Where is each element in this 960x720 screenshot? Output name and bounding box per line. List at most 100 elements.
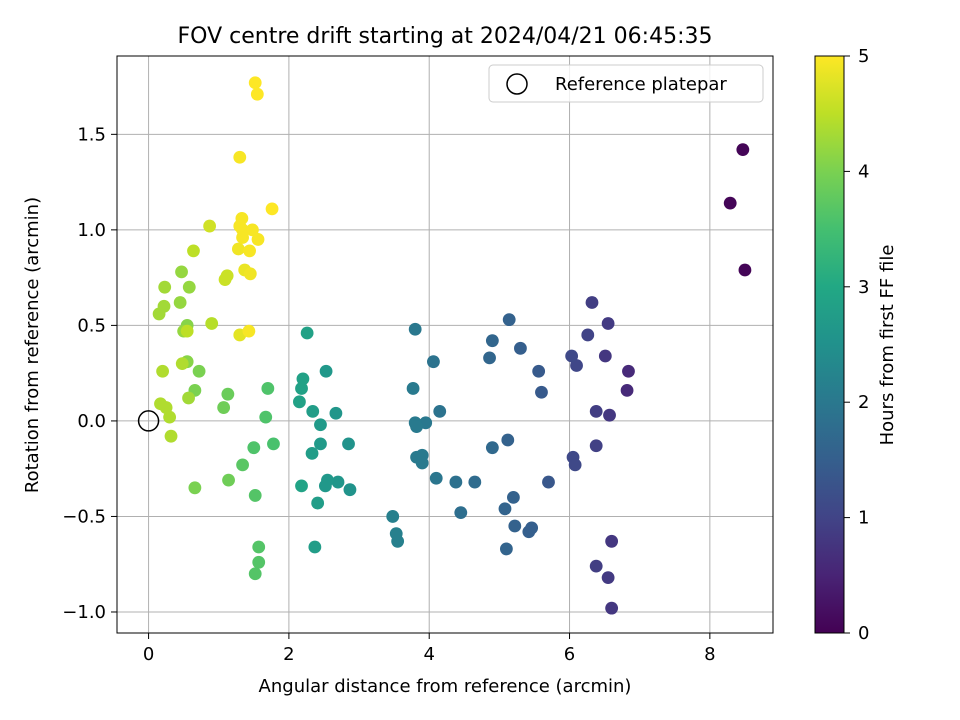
data-point — [485, 441, 499, 455]
x-axis-label: Angular distance from reference (arcmin) — [259, 676, 632, 697]
data-point — [243, 267, 257, 281]
legend-box — [488, 64, 764, 103]
data-point — [454, 506, 468, 520]
colorbar-label: Hours from first FF file — [877, 245, 898, 446]
y-tick-label: 0.0 — [77, 411, 106, 432]
colorbar-frame — [814, 55, 845, 634]
data-point — [314, 418, 327, 432]
data-point — [391, 534, 405, 548]
data-point — [156, 364, 170, 378]
data-point — [252, 540, 266, 554]
colorbar-gradient — [815, 56, 844, 633]
data-point — [182, 391, 195, 405]
y-tick-label: −1.0 — [62, 602, 106, 623]
data-point — [319, 364, 333, 378]
data-point — [192, 364, 206, 378]
data-point — [233, 150, 247, 164]
colorbar: 0 1 2 3 4 5 Hours from first FF file — [814, 46, 898, 644]
y-axis-ticks: −1.0 −0.5 0.0 0.5 1.0 1.5 — [62, 124, 117, 623]
data-point — [295, 479, 308, 493]
data-point — [498, 502, 512, 516]
y-tick-label: 0.5 — [77, 315, 106, 336]
colorbar-tick-label: 1 — [858, 508, 869, 529]
legend-label: Reference platepar — [555, 74, 727, 95]
data-point — [251, 233, 265, 246]
data-point — [188, 481, 202, 495]
data-point — [243, 244, 257, 258]
data-point — [570, 359, 583, 372]
data-point — [154, 397, 167, 411]
data-point — [235, 212, 249, 225]
data-point — [157, 299, 171, 313]
reference-marker — [137, 410, 160, 432]
data-point — [203, 219, 217, 233]
data-point — [605, 534, 619, 548]
data-point — [220, 269, 234, 283]
data-point — [295, 382, 308, 395]
data-point — [306, 404, 320, 418]
data-point — [565, 349, 579, 363]
data-point — [525, 521, 539, 535]
data-point — [248, 76, 262, 90]
data-point — [300, 326, 314, 340]
data-point — [483, 351, 496, 365]
data-point — [589, 439, 603, 453]
x-tick-label: 0 — [143, 644, 154, 665]
data-point — [173, 296, 187, 309]
data-point — [598, 349, 612, 363]
data-point — [603, 408, 616, 422]
data-point — [180, 324, 194, 338]
data-point — [250, 87, 264, 101]
data-point — [331, 475, 345, 489]
data-point — [507, 490, 520, 504]
data-point — [267, 437, 280, 451]
colorbar-tick-label: 4 — [858, 161, 869, 182]
data-point — [622, 364, 635, 378]
data-point — [314, 437, 327, 451]
data-point — [187, 244, 200, 258]
data-point — [329, 406, 343, 420]
scatter-points — [152, 76, 752, 615]
data-point — [449, 475, 463, 489]
data-point — [508, 519, 522, 533]
data-point — [305, 447, 319, 460]
data-point — [236, 458, 249, 472]
colorbar-tick-label: 0 — [858, 623, 869, 644]
data-point — [221, 387, 235, 401]
data-point — [415, 456, 429, 470]
colorbar-tick-label: 2 — [858, 392, 869, 413]
data-point — [296, 372, 310, 386]
data-point — [164, 429, 178, 443]
data-point — [427, 355, 440, 369]
data-point — [406, 382, 420, 395]
data-point — [242, 324, 256, 338]
data-point — [343, 483, 357, 497]
legend-marker — [506, 73, 528, 95]
x-tick-label: 8 — [704, 644, 715, 665]
data-point — [158, 280, 172, 294]
data-point — [231, 242, 245, 256]
data-point — [259, 410, 273, 424]
data-point — [736, 143, 750, 157]
data-point — [408, 322, 422, 336]
data-point — [535, 385, 548, 399]
grid-lines — [117, 56, 773, 633]
data-point — [581, 328, 595, 342]
data-point — [261, 382, 275, 395]
plot-frame — [116, 55, 774, 634]
data-point — [601, 571, 615, 584]
x-tick-label: 2 — [283, 644, 294, 665]
colorbar-ticks: 0 1 2 3 4 5 — [844, 46, 869, 644]
data-point — [542, 475, 555, 489]
data-point — [182, 280, 196, 294]
data-point — [247, 441, 261, 455]
data-point — [738, 263, 752, 277]
colorbar-tick-label: 5 — [858, 46, 869, 67]
data-point — [620, 383, 634, 397]
data-point — [605, 601, 619, 615]
data-point — [311, 496, 325, 510]
data-point — [175, 357, 189, 371]
data-point — [410, 420, 423, 434]
data-point — [585, 296, 599, 309]
